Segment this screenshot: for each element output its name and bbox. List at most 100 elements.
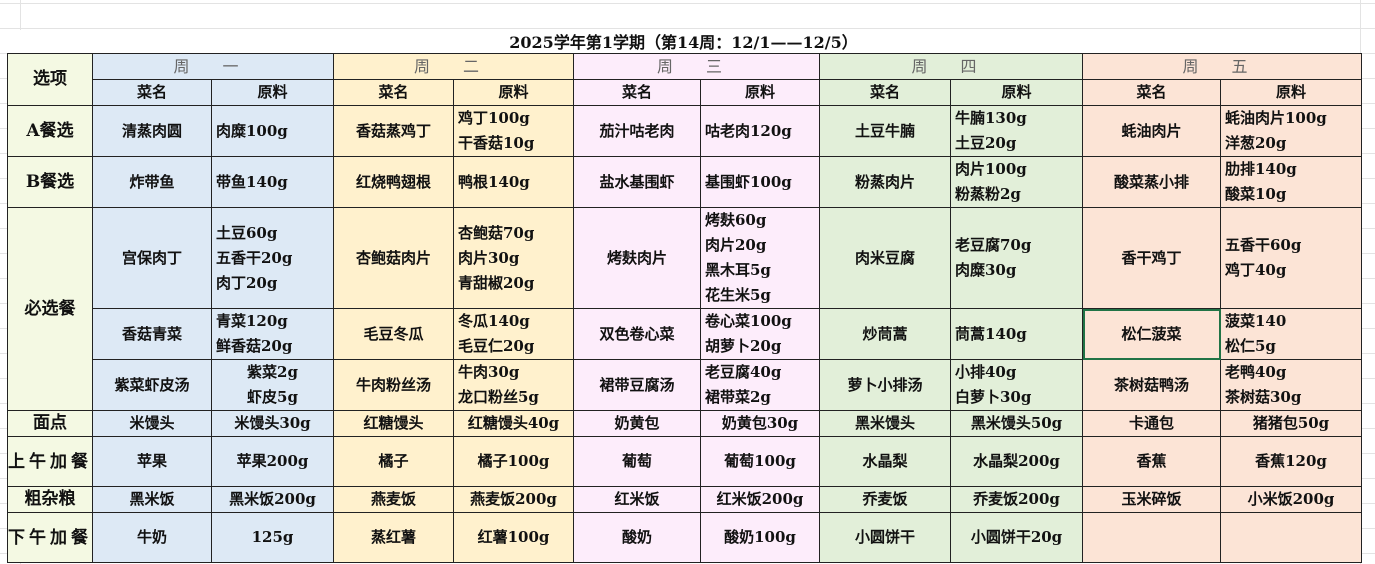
- dish-cell[interactable]: 燕麦饭: [333, 486, 454, 513]
- dish-cell[interactable]: 萝卜小排汤: [819, 359, 951, 411]
- dish-cell[interactable]: 黑米饭: [92, 486, 212, 513]
- dish-cell[interactable]: 乔麦饭: [819, 486, 951, 513]
- ingredient-cell[interactable]: 葡萄100g: [700, 436, 820, 487]
- row-label[interactable]: 必选餐: [7, 207, 93, 411]
- ingredient-cell[interactable]: 肉片100g 粉蒸粉2g: [950, 156, 1083, 208]
- ingredient-cell[interactable]: 卷心菜100g 胡萝卜20g: [700, 308, 820, 360]
- ingredient-cell[interactable]: 肉糜100g: [211, 105, 334, 157]
- dish-cell[interactable]: 烤麸肉片: [573, 207, 701, 309]
- dish-cell[interactable]: 水晶梨: [819, 436, 951, 487]
- dish-cell[interactable]: 奶黄包: [573, 410, 701, 437]
- ingredient-cell[interactable]: 乔麦饭200g: [950, 486, 1083, 513]
- dish-cell[interactable]: 葡萄: [573, 436, 701, 487]
- row-label[interactable]: 面点: [7, 410, 93, 437]
- dish-cell[interactable]: 杏鲍菇肉片: [333, 207, 454, 309]
- ingredient-cell[interactable]: 蚝油肉片100g 洋葱20g: [1220, 105, 1362, 157]
- day-header-1[interactable]: 周 一: [92, 53, 334, 80]
- day-header-2[interactable]: 周 二: [333, 53, 574, 80]
- ingredient-cell[interactable]: 老豆腐70g 肉糜30g: [950, 207, 1083, 309]
- day-header-3[interactable]: 周 三: [573, 53, 820, 80]
- ingredient-cell[interactable]: 咕老肉120g: [700, 105, 820, 157]
- dish-cell[interactable]: 橘子: [333, 436, 454, 487]
- ingredient-cell[interactable]: 土豆60g 五香干20g 肉丁20g: [211, 207, 334, 309]
- ingredient-cell[interactable]: 苹果200g: [211, 436, 334, 487]
- dish-cell[interactable]: 炸带鱼: [92, 156, 212, 208]
- dish-name-header[interactable]: 菜名: [1082, 79, 1221, 106]
- ingredient-cell[interactable]: 米馒头30g: [211, 410, 334, 437]
- dish-cell[interactable]: 小圆饼干: [819, 512, 951, 563]
- dish-cell[interactable]: 清蒸肉圆: [92, 105, 212, 157]
- ingredient-cell[interactable]: 紫菜2g 虾皮5g: [211, 359, 334, 411]
- ingredient-cell[interactable]: 红糖馒头40g: [453, 410, 574, 437]
- dish-cell[interactable]: 紫菜虾皮汤: [92, 359, 212, 411]
- dish-cell-selected[interactable]: 松仁菠菜: [1082, 308, 1221, 360]
- dish-cell[interactable]: 茶树菇鸭汤: [1082, 359, 1221, 411]
- ingredient-cell[interactable]: 基围虾100g: [700, 156, 820, 208]
- ingredient-cell[interactable]: 冬瓜140g 毛豆仁20g: [453, 308, 574, 360]
- sheet-title[interactable]: 2025学年第1学期（第14周：12/1——12/5）: [7, 30, 1360, 53]
- ingredient-header[interactable]: 原料: [700, 79, 820, 106]
- ingredient-cell[interactable]: 杏鲍菇70g 肉片30g 青甜椒20g: [453, 207, 574, 309]
- ingredient-cell[interactable]: 猪猪包50g: [1220, 410, 1362, 437]
- dish-cell[interactable]: 卡通包: [1082, 410, 1221, 437]
- dish-cell[interactable]: 蚝油肉片: [1082, 105, 1221, 157]
- dish-cell[interactable]: 香菇蒸鸡丁: [333, 105, 454, 157]
- ingredient-cell[interactable]: 鸡丁100g 干香菇10g: [453, 105, 574, 157]
- ingredient-cell[interactable]: 老豆腐40g 裙带菜2g: [700, 359, 820, 411]
- dish-cell[interactable]: 盐水基围虾: [573, 156, 701, 208]
- dish-cell[interactable]: [1082, 512, 1221, 563]
- dish-cell[interactable]: 宫保肉丁: [92, 207, 212, 309]
- dish-cell[interactable]: 红米饭: [573, 486, 701, 513]
- day-header-5[interactable]: 周 五: [1082, 53, 1362, 80]
- ingredient-cell[interactable]: 烤麸60g 肉片20g 黑木耳5g 花生米5g: [700, 207, 820, 309]
- ingredient-cell[interactable]: 小米饭200g: [1220, 486, 1362, 513]
- dish-cell[interactable]: 玉米碎饭: [1082, 486, 1221, 513]
- row-label[interactable]: 上午加餐: [7, 436, 93, 487]
- dish-cell[interactable]: 毛豆冬瓜: [333, 308, 454, 360]
- dish-cell[interactable]: 酸奶: [573, 512, 701, 563]
- dish-cell[interactable]: 裙带豆腐汤: [573, 359, 701, 411]
- dish-cell[interactable]: 炒茼蒿: [819, 308, 951, 360]
- ingredient-cell[interactable]: 带鱼140g: [211, 156, 334, 208]
- dish-cell[interactable]: 香干鸡丁: [1082, 207, 1221, 309]
- ingredient-cell[interactable]: 橘子100g: [453, 436, 574, 487]
- row-label[interactable]: 下午加餐: [7, 512, 93, 563]
- ingredient-cell[interactable]: 水晶梨200g: [950, 436, 1083, 487]
- dish-cell[interactable]: 香蕉: [1082, 436, 1221, 487]
- ingredient-cell[interactable]: 125g: [211, 512, 334, 563]
- row-label[interactable]: 粗杂粮: [7, 486, 93, 513]
- dish-name-header[interactable]: 菜名: [92, 79, 212, 106]
- ingredient-cell[interactable]: 肋排140g 酸菜10g: [1220, 156, 1362, 208]
- ingredient-cell[interactable]: 茼蒿140g: [950, 308, 1083, 360]
- ingredient-cell[interactable]: 菠菜140 松仁5g: [1220, 308, 1362, 360]
- ingredient-header[interactable]: 原料: [950, 79, 1083, 106]
- dish-cell[interactable]: 香菇青菜: [92, 308, 212, 360]
- ingredient-header[interactable]: 原料: [1220, 79, 1362, 106]
- ingredient-cell[interactable]: 小排40g 白萝卜30g: [950, 359, 1083, 411]
- ingredient-cell[interactable]: 奶黄包30g: [700, 410, 820, 437]
- ingredient-cell[interactable]: 青菜120g 鲜香菇20g: [211, 308, 334, 360]
- ingredient-cell[interactable]: 牛肉30g 龙口粉丝5g: [453, 359, 574, 411]
- ingredient-cell[interactable]: 鸭根140g: [453, 156, 574, 208]
- dish-name-header[interactable]: 菜名: [573, 79, 701, 106]
- option-label-cell[interactable]: 选项: [7, 53, 93, 106]
- dish-name-header[interactable]: 菜名: [333, 79, 454, 106]
- dish-cell[interactable]: 红烧鸭翅根: [333, 156, 454, 208]
- dish-cell[interactable]: 苹果: [92, 436, 212, 487]
- ingredient-cell[interactable]: 黑米馒头50g: [950, 410, 1083, 437]
- ingredient-cell[interactable]: 黑米饭200g: [211, 486, 334, 513]
- dish-cell[interactable]: 牛奶: [92, 512, 212, 563]
- ingredient-cell[interactable]: 牛腩130g 土豆20g: [950, 105, 1083, 157]
- ingredient-cell[interactable]: 红薯100g: [453, 512, 574, 563]
- dish-cell[interactable]: 茄汁咕老肉: [573, 105, 701, 157]
- day-header-4[interactable]: 周 四: [819, 53, 1083, 80]
- row-label[interactable]: A餐选: [7, 105, 93, 157]
- dish-cell[interactable]: 红糖馒头: [333, 410, 454, 437]
- ingredient-cell[interactable]: 老鸭40g 茶树菇30g: [1220, 359, 1362, 411]
- dish-name-header[interactable]: 菜名: [819, 79, 951, 106]
- row-label[interactable]: B餐选: [7, 156, 93, 208]
- ingredient-cell[interactable]: [1220, 512, 1362, 563]
- ingredient-cell[interactable]: 红米饭200g: [700, 486, 820, 513]
- dish-cell[interactable]: 米馒头: [92, 410, 212, 437]
- ingredient-header[interactable]: 原料: [211, 79, 334, 106]
